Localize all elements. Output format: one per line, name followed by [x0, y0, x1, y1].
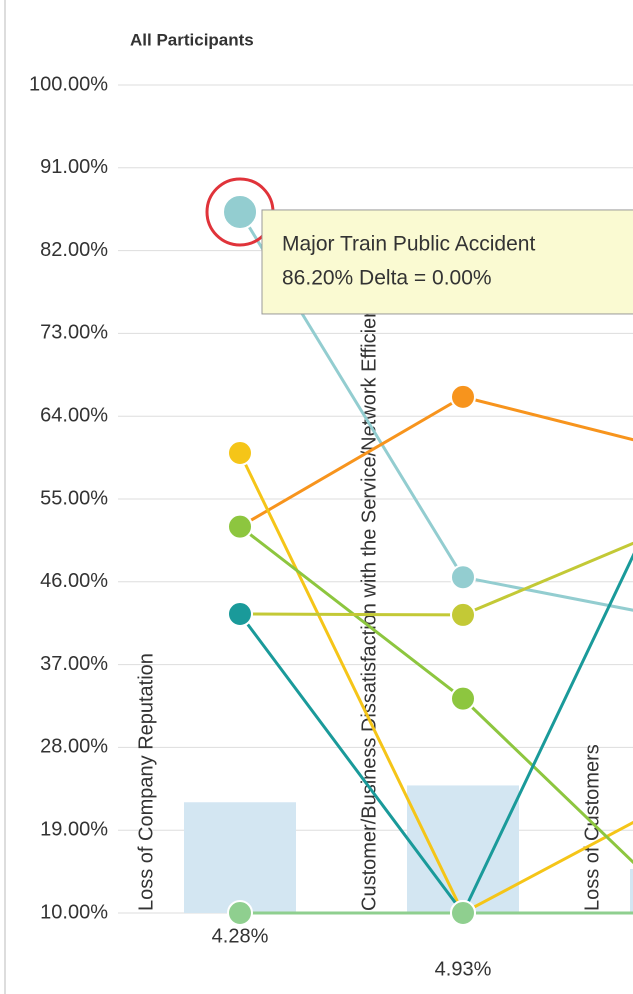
y-tick-label: 55.00% [40, 487, 108, 509]
chart-title: All Participants [130, 30, 254, 49]
bar [184, 802, 296, 913]
y-tick-label: 10.00% [40, 901, 108, 923]
y-tick-label: 82.00% [40, 239, 108, 261]
category-label: Customer/Business Dissatisfaction with t… [358, 287, 380, 911]
data-point [227, 513, 253, 540]
tooltip-text: 86.20% Delta = 0.00% [282, 267, 492, 290]
data-point [227, 601, 253, 627]
category-label: Loss of Customers [581, 744, 603, 911]
tooltip-title: Major Train Public Accident [282, 233, 535, 256]
data-point [227, 440, 253, 466]
bar-value-label: 4.93% [435, 958, 492, 980]
bar-value-label: 4.28% [212, 925, 269, 947]
y-tick-label: 37.00% [40, 653, 108, 675]
y-tick-label: 19.00% [40, 818, 108, 840]
y-tick-label: 73.00% [40, 322, 108, 344]
data-point [450, 601, 476, 628]
data-point [450, 685, 476, 712]
y-tick-label: 28.00% [40, 736, 108, 758]
data-point [450, 900, 476, 926]
bar [630, 869, 633, 913]
y-tick-label: 64.00% [40, 404, 108, 426]
y-tick-label: 91.00% [40, 156, 108, 178]
y-tick-label: 46.00% [40, 570, 108, 592]
data-point [450, 383, 476, 410]
data-point [450, 564, 476, 591]
data-point [222, 193, 258, 230]
y-tick-label: 100.00% [29, 73, 108, 95]
category-label: Loss of Company Reputation [135, 653, 157, 911]
bar [407, 785, 519, 913]
tooltip-box [261, 209, 633, 315]
data-point [227, 900, 253, 926]
